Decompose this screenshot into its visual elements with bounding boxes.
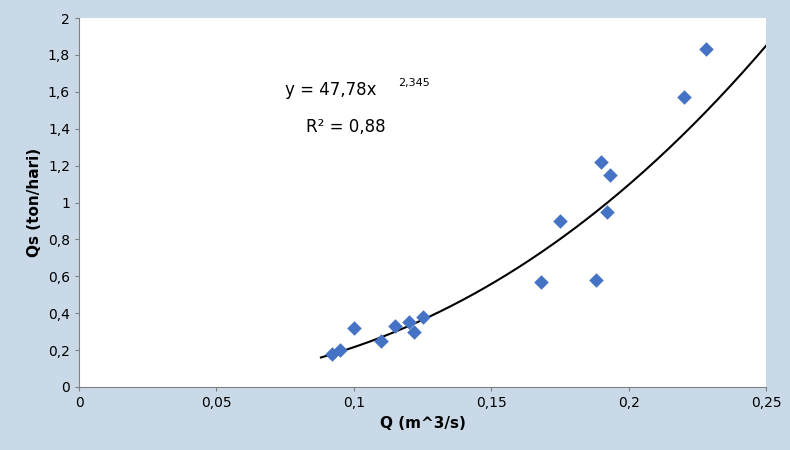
Point <box>554 217 566 225</box>
Point <box>416 313 429 320</box>
Point <box>595 158 608 166</box>
Point <box>604 171 616 178</box>
Point <box>589 276 602 284</box>
Text: R² = 0,88: R² = 0,88 <box>306 118 386 136</box>
Point <box>600 208 613 216</box>
Point <box>535 278 547 285</box>
Text: 2,345: 2,345 <box>399 78 431 88</box>
Point <box>348 324 360 332</box>
Point <box>408 328 421 335</box>
Text: y = 47,78x: y = 47,78x <box>285 81 377 99</box>
Point <box>334 346 347 354</box>
Point <box>678 94 690 101</box>
Point <box>325 350 338 357</box>
Point <box>389 323 401 330</box>
Point <box>403 319 416 326</box>
Point <box>699 46 712 53</box>
X-axis label: Q (m^3/s): Q (m^3/s) <box>380 416 465 431</box>
Y-axis label: Qs (ton/hari): Qs (ton/hari) <box>28 148 43 257</box>
Point <box>375 338 388 345</box>
